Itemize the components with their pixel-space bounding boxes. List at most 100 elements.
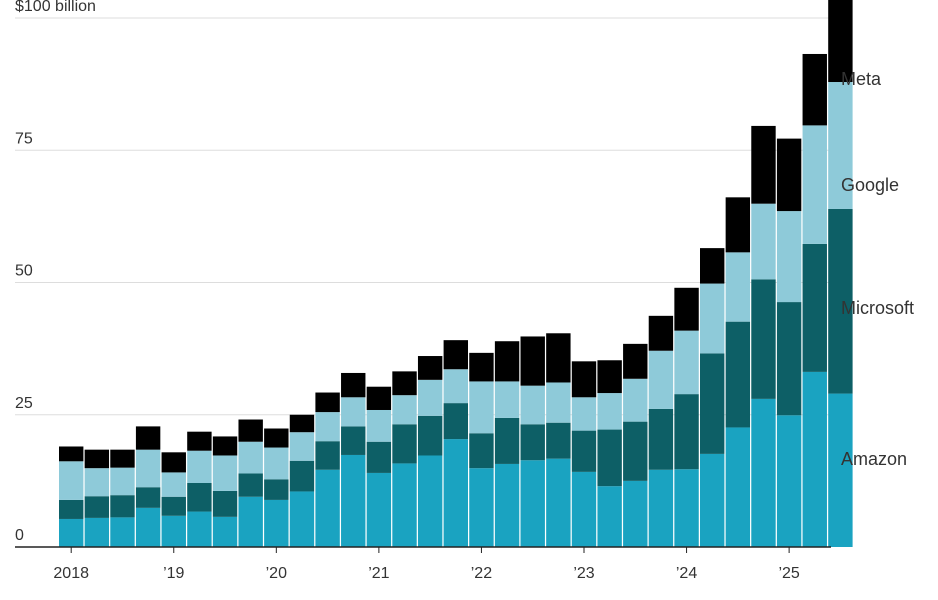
x-tick-label: ’24 xyxy=(676,565,697,582)
bar-segment-meta xyxy=(700,248,725,284)
x-axis-tick-labels: 2018 ’19 ’20 ’21 ’22 ’23 ’24 ’25 xyxy=(53,565,799,582)
bar-segment-amazon xyxy=(700,453,725,547)
bar-segment-meta xyxy=(802,53,827,126)
y-tick-label: $100 billion xyxy=(15,0,96,15)
bar-segment-microsoft xyxy=(623,421,648,481)
bar-segment-google xyxy=(520,385,545,425)
bar-segment-amazon xyxy=(751,398,776,547)
bar-segment-microsoft xyxy=(571,430,597,472)
bar-segment-google xyxy=(289,432,315,461)
bar-segment-microsoft xyxy=(520,424,545,461)
bar-segment-microsoft xyxy=(648,408,674,470)
bar-segment-meta xyxy=(469,352,494,382)
bar-segment-microsoft xyxy=(417,415,443,456)
bar-segment-amazon xyxy=(59,518,84,547)
bar-segment-amazon xyxy=(289,491,315,547)
bar-segment-meta xyxy=(725,197,751,253)
y-tick-label: 25 xyxy=(15,395,33,412)
bar-segment-meta xyxy=(59,446,84,462)
bar-segment-google xyxy=(212,455,238,491)
bar-segment-meta xyxy=(443,340,468,370)
bar-segment-google xyxy=(315,412,340,442)
bar-segment-meta xyxy=(264,428,289,448)
bar-segment-amazon xyxy=(417,455,443,547)
bar-segment-meta xyxy=(597,360,622,394)
bar-segment-microsoft xyxy=(700,353,725,454)
bar-segment-google xyxy=(392,395,417,425)
bar-segment-google xyxy=(110,467,135,496)
legend-label-microsoft: Microsoft xyxy=(841,298,914,318)
bar-segment-meta xyxy=(187,431,212,451)
bar-segment-google xyxy=(828,82,853,209)
bar-segment-microsoft xyxy=(828,208,853,394)
bar-segment-amazon xyxy=(776,415,802,547)
x-tick-label: ’19 xyxy=(163,565,184,582)
bar-segment-microsoft xyxy=(546,422,571,459)
bar-segment-meta xyxy=(623,343,648,379)
bar-segment-meta xyxy=(392,371,417,396)
bar-segment-google xyxy=(443,369,468,404)
bar-segment-google xyxy=(648,350,674,409)
bar-segment-meta xyxy=(828,0,853,83)
bar-segment-amazon xyxy=(238,496,263,547)
bar-segment-amazon xyxy=(264,499,289,547)
bar-segment-amazon xyxy=(315,469,340,547)
bar-segment-meta xyxy=(84,449,110,469)
bar-segment-google xyxy=(469,381,494,434)
bar-segment-microsoft xyxy=(597,429,622,487)
legend-label-meta: Meta xyxy=(841,69,882,89)
bar-segment-google xyxy=(187,450,212,483)
bar-segment-google xyxy=(571,397,597,431)
bar-segment-amazon xyxy=(469,468,494,547)
bar-segment-amazon xyxy=(443,439,468,547)
x-tick-label: ’25 xyxy=(778,565,799,582)
bar-segment-meta xyxy=(546,333,571,383)
bar-segment-microsoft xyxy=(135,487,161,508)
bar-segment-google xyxy=(264,447,289,480)
bar-segment-google xyxy=(751,203,776,280)
bar-segment-amazon xyxy=(161,515,186,547)
bar-segment-amazon xyxy=(802,371,827,547)
bar-segment-microsoft xyxy=(289,460,315,492)
bar-segment-google xyxy=(84,468,110,497)
y-tick-label: 0 xyxy=(15,527,24,544)
bar-segment-meta xyxy=(110,449,135,468)
bar-segment-microsoft xyxy=(751,279,776,399)
legend-label-google: Google xyxy=(841,175,899,195)
bar-segment-google xyxy=(623,378,648,422)
bar-segment-microsoft xyxy=(110,495,135,518)
bar-segment-meta xyxy=(315,392,340,413)
bar-segment-amazon xyxy=(366,472,392,547)
bar-segment-amazon xyxy=(341,454,366,547)
bar-segment-microsoft xyxy=(212,490,238,517)
bar-segment-microsoft xyxy=(776,302,802,416)
bar-segment-google xyxy=(546,382,571,423)
x-tick-label: ’20 xyxy=(266,565,287,582)
bar-segment-meta xyxy=(289,414,315,433)
bar-segment-microsoft xyxy=(161,496,186,516)
bars xyxy=(59,0,853,548)
bar-segment-amazon xyxy=(135,507,161,547)
bar-segment-microsoft xyxy=(392,424,417,464)
bar-segment-google xyxy=(802,125,827,244)
bar-segment-microsoft xyxy=(494,417,520,464)
bar-segment-microsoft xyxy=(674,394,699,470)
bar-segment-microsoft xyxy=(443,403,468,440)
bar-segment-microsoft xyxy=(725,321,751,428)
x-tick-label: ’22 xyxy=(471,565,492,582)
bar-segment-amazon xyxy=(623,480,648,548)
y-tick-label: 50 xyxy=(15,263,33,280)
bar-segment-google xyxy=(674,330,699,395)
bar-segment-meta xyxy=(135,426,161,450)
bar-segment-google xyxy=(776,211,802,303)
bar-segment-meta xyxy=(212,436,238,456)
bar-segment-amazon xyxy=(520,460,545,547)
bar-segment-meta xyxy=(648,315,674,351)
bar-segment-amazon xyxy=(494,463,520,547)
bar-segment-meta xyxy=(674,287,699,331)
bar-segment-amazon xyxy=(571,471,597,547)
bar-segment-amazon xyxy=(725,427,751,547)
bar-segment-microsoft xyxy=(469,433,494,469)
bar-segment-meta xyxy=(494,341,520,382)
